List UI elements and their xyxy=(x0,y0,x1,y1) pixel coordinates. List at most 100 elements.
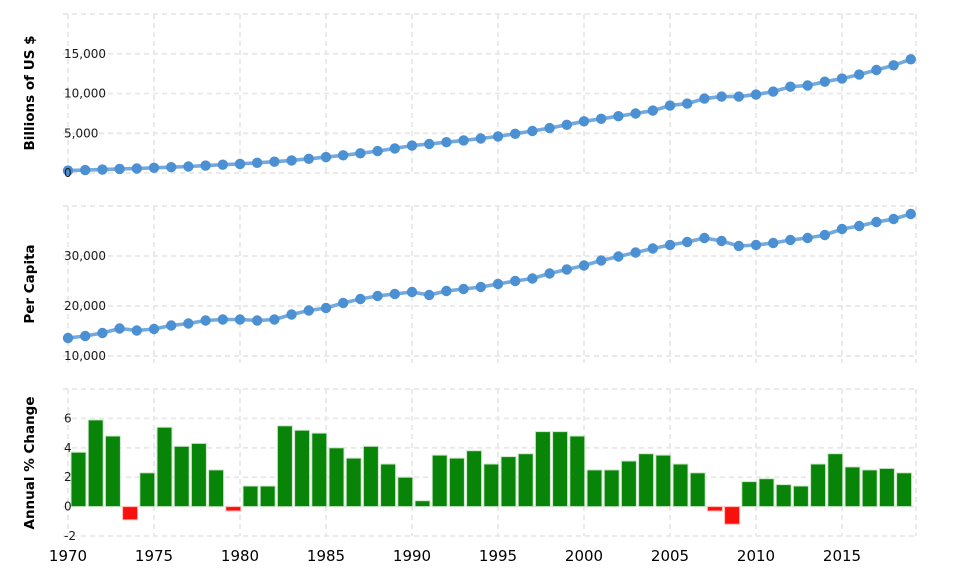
data-point-1992 xyxy=(441,285,452,297)
data-point-1982 xyxy=(269,314,280,325)
data-point-2009 xyxy=(733,91,744,102)
data-point-2019 xyxy=(905,208,916,220)
data-point-1988 xyxy=(372,145,383,157)
data-point-1976 xyxy=(166,320,177,331)
data-point-2010 xyxy=(750,239,762,251)
x-tick-label: 1975 xyxy=(135,547,173,565)
data-point-1970 xyxy=(62,332,74,344)
data-point-1972 xyxy=(97,164,108,175)
data-point-1996 xyxy=(510,275,521,287)
y-axis-title-billions: Billions of US $ xyxy=(22,35,38,150)
data-point-2014 xyxy=(819,229,830,241)
bar-1988 xyxy=(362,445,379,508)
data-point-2016 xyxy=(854,69,865,80)
data-point-1993 xyxy=(458,135,469,146)
data-point-2017 xyxy=(871,64,882,76)
data-point-1995 xyxy=(492,278,504,290)
data-point-1992 xyxy=(441,137,452,148)
data-point-1972 xyxy=(97,327,108,339)
data-point-1978 xyxy=(200,315,211,326)
bar-2010 xyxy=(741,481,758,508)
data-point-1994 xyxy=(475,133,486,144)
data-point-1973 xyxy=(114,163,125,175)
bar-1971 xyxy=(70,451,87,508)
bar-1990 xyxy=(397,476,414,508)
bar-1989 xyxy=(380,463,397,508)
bar-2013 xyxy=(792,485,809,508)
x-tick-label: 2005 xyxy=(651,547,689,565)
data-point-2012 xyxy=(785,234,796,246)
data-point-1987 xyxy=(355,148,366,159)
data-point-2012 xyxy=(785,81,796,92)
data-point-1995 xyxy=(492,131,504,142)
bar-2011 xyxy=(758,478,775,508)
bar-1986 xyxy=(328,447,345,508)
x-axis-labels: 1970 1975 1980 1985 1990 1995 2000 2005 2010 2015 xyxy=(49,547,861,565)
data-point-1977 xyxy=(183,318,194,329)
data-point-1989 xyxy=(389,288,400,300)
y-tick-label: 5,000 xyxy=(64,126,98,140)
data-point-2018 xyxy=(888,60,899,71)
data-point-2011 xyxy=(768,86,779,97)
data-point-1991 xyxy=(424,289,435,301)
x-tick-label: 1980 xyxy=(221,547,259,565)
data-point-1979 xyxy=(217,159,228,170)
x-tick-label: 1970 xyxy=(49,547,87,565)
bar-1981 xyxy=(242,485,259,508)
data-point-1982 xyxy=(269,156,280,167)
data-point-1980 xyxy=(234,158,246,170)
data-point-1994 xyxy=(475,281,486,293)
data-point-2002 xyxy=(613,251,624,262)
y-tick-label: 20,000 xyxy=(64,299,106,313)
x-tick-label: 1995 xyxy=(479,547,517,565)
data-point-2003 xyxy=(630,108,641,119)
data-point-2006 xyxy=(682,236,693,248)
data-point-1981 xyxy=(252,315,263,326)
y-tick-label: 0 xyxy=(64,500,72,514)
bar-2012 xyxy=(775,484,792,508)
data-point-1991 xyxy=(424,138,435,150)
data-point-2001 xyxy=(596,255,607,266)
data-point-2000 xyxy=(578,260,590,271)
data-point-1993 xyxy=(458,283,469,295)
data-point-1974 xyxy=(131,325,142,336)
bar-2019 xyxy=(896,472,913,508)
bar-1994 xyxy=(466,450,483,508)
bar-1993 xyxy=(448,457,465,508)
data-line xyxy=(66,212,913,340)
bar-2005 xyxy=(655,454,672,508)
data-point-2018 xyxy=(888,213,899,225)
panel-gdp-billions: 0 5,000 10,000 15,000 xyxy=(62,13,918,180)
y-tick-label: 0 xyxy=(64,166,72,180)
bar-1983 xyxy=(276,425,293,508)
y-tick-label: 15,000 xyxy=(64,47,106,61)
data-point-1985 xyxy=(320,151,332,163)
bar-1995 xyxy=(483,463,500,508)
y-tick-label: 2 xyxy=(64,470,72,484)
bar-1998 xyxy=(534,431,551,508)
data-point-1999 xyxy=(561,264,572,275)
y-tick-label: -2 xyxy=(64,529,76,543)
x-tick-label: 2000 xyxy=(565,547,603,565)
data-point-1996 xyxy=(510,128,521,139)
bar-2004 xyxy=(638,453,655,508)
bar-1999 xyxy=(552,431,569,508)
data-point-1989 xyxy=(389,143,400,154)
data-point-1975 xyxy=(148,162,160,173)
data-point-2010 xyxy=(750,89,762,100)
bar-2017 xyxy=(861,469,878,508)
data-point-2001 xyxy=(596,113,607,125)
bar-2007 xyxy=(689,472,706,508)
x-tick-label: 2010 xyxy=(737,547,775,565)
data-point-2000 xyxy=(578,116,590,127)
bar-2001 xyxy=(586,469,603,508)
data-point-1998 xyxy=(544,268,555,279)
data-point-2017 xyxy=(871,216,882,228)
data-point-1983 xyxy=(286,309,297,320)
bar-2016 xyxy=(844,466,861,508)
x-tick-label: 2015 xyxy=(823,547,861,565)
data-point-1990 xyxy=(406,286,418,298)
bar-1972 xyxy=(87,419,104,508)
data-point-1986 xyxy=(338,297,349,309)
